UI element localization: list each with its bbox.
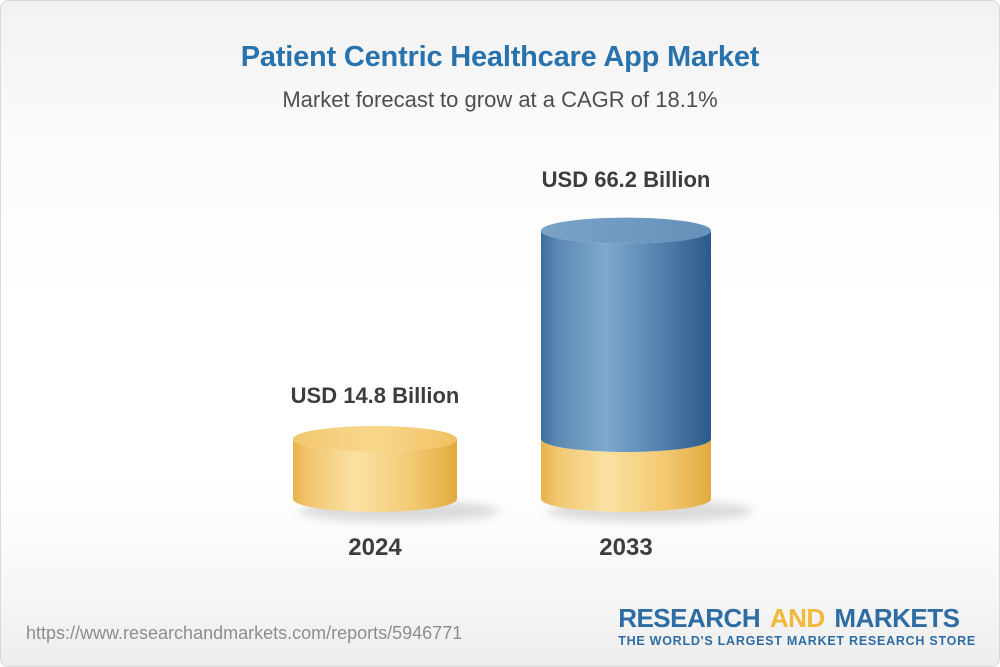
cylinder-bars	[293, 217, 711, 512]
researchandmarkets-logo: RESEARCH AND MARKETS THE WORLD'S LARGEST…	[618, 605, 976, 648]
bar-value-label-2024: USD 14.8 Billion	[290, 383, 460, 408]
x-axis-label-2024: 2024	[348, 534, 402, 561]
logo-word-and: AND	[769, 603, 825, 633]
chart-title: Patient Centric Healthcare App Market	[240, 41, 760, 73]
report-url-link[interactable]: https://www.researchandmarkets.com/repor…	[26, 623, 463, 643]
x-axis-label-2033: 2033	[599, 534, 653, 561]
logo-tagline: THE WORLD'S LARGEST MARKET RESEARCH STOR…	[618, 634, 976, 648]
logo-wordmark: RESEARCH AND MARKETS	[618, 605, 976, 631]
logo-word-research: RESEARCH	[618, 603, 761, 633]
chart-subtitle: Market forecast to grow at a CAGR of 18.…	[282, 87, 718, 112]
logo-word-markets: MARKETS	[834, 603, 960, 633]
bar-value-label-2033: USD 66.2 Billion	[541, 167, 711, 192]
